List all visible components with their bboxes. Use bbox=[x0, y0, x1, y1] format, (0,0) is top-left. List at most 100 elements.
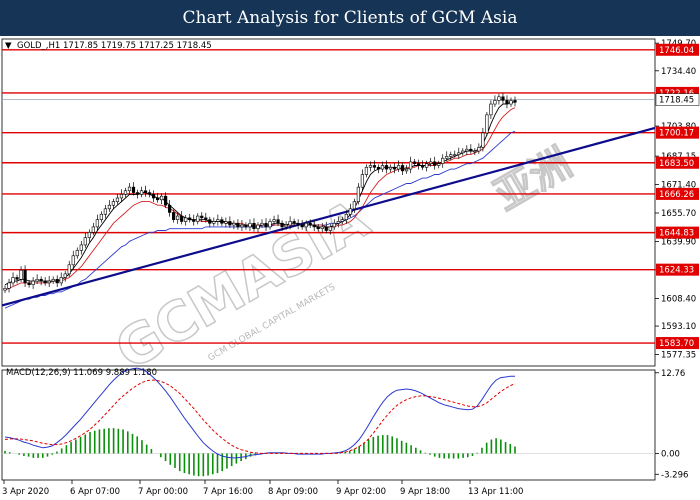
candle bbox=[164, 195, 168, 206]
candle bbox=[107, 204, 112, 210]
candle bbox=[3, 288, 7, 291]
candle bbox=[63, 273, 67, 278]
candle bbox=[51, 278, 55, 282]
symbol-info-icon: ▼ bbox=[5, 41, 12, 51]
candle bbox=[352, 201, 356, 210]
candle bbox=[461, 150, 465, 154]
candle bbox=[284, 224, 288, 228]
level-tag bbox=[656, 337, 699, 350]
candle bbox=[216, 219, 220, 222]
candle bbox=[485, 114, 489, 134]
candle bbox=[123, 190, 128, 195]
candle bbox=[509, 100, 513, 105]
candle bbox=[256, 224, 260, 229]
trendline bbox=[1, 126, 656, 307]
candle bbox=[396, 165, 401, 170]
x-tick-label: 9 Apr 02:00 bbox=[336, 487, 386, 497]
candle bbox=[7, 282, 11, 289]
candle bbox=[83, 237, 87, 246]
candle bbox=[168, 204, 172, 213]
candle bbox=[176, 215, 180, 220]
candle bbox=[304, 222, 308, 228]
candle bbox=[457, 152, 461, 155]
y-tick-label: 1734.40 bbox=[661, 67, 696, 77]
candle bbox=[272, 219, 276, 222]
candle bbox=[236, 222, 240, 228]
macd-pane bbox=[1, 369, 656, 481]
candle bbox=[437, 163, 441, 166]
candle bbox=[39, 278, 43, 282]
candle bbox=[103, 208, 107, 215]
candle bbox=[212, 221, 216, 224]
candle bbox=[469, 148, 473, 152]
candle bbox=[513, 100, 517, 103]
level-label: 1700.17 bbox=[659, 129, 694, 139]
current-price-label: 1718.45 bbox=[659, 96, 694, 106]
candle bbox=[143, 190, 148, 193]
candle bbox=[392, 166, 397, 170]
candle bbox=[316, 226, 320, 229]
candle bbox=[208, 219, 212, 224]
candle bbox=[477, 147, 481, 152]
candle bbox=[47, 280, 51, 284]
candle bbox=[481, 132, 485, 148]
candle bbox=[268, 221, 272, 228]
candle bbox=[95, 219, 99, 228]
candle bbox=[71, 255, 75, 266]
price-pane bbox=[1, 38, 656, 367]
candle bbox=[75, 250, 79, 257]
candle bbox=[505, 100, 509, 105]
candle bbox=[360, 174, 365, 188]
x-tick-label: 8 Apr 09:00 bbox=[268, 487, 318, 497]
candle bbox=[151, 194, 156, 199]
candle bbox=[320, 226, 324, 229]
x-tick-label: 9 Apr 18:00 bbox=[400, 487, 450, 497]
candle bbox=[404, 168, 409, 172]
candle bbox=[429, 161, 433, 164]
candle bbox=[280, 222, 284, 228]
level-label: 1666.26 bbox=[659, 190, 694, 200]
candle bbox=[449, 154, 453, 157]
candle bbox=[188, 217, 192, 220]
candle bbox=[59, 277, 63, 284]
candle bbox=[232, 222, 236, 226]
candle bbox=[441, 157, 445, 164]
candle bbox=[376, 166, 381, 170]
candle bbox=[131, 186, 136, 193]
y-tick-label: 1577.35 bbox=[661, 351, 696, 361]
candle bbox=[336, 221, 340, 224]
macd-tick-label: 12.76 bbox=[661, 369, 685, 379]
level-tag bbox=[656, 226, 699, 239]
candle bbox=[15, 277, 19, 280]
x-tick-label: 7 Apr 00:00 bbox=[138, 487, 188, 497]
y-tick-label: 1671.40 bbox=[661, 181, 696, 191]
candle bbox=[99, 213, 103, 220]
candle bbox=[408, 161, 413, 170]
candle bbox=[417, 163, 421, 166]
candle bbox=[252, 222, 256, 229]
candle bbox=[260, 222, 264, 226]
candle bbox=[31, 280, 35, 286]
candle bbox=[340, 219, 344, 222]
macd-tick-label: 0.00 bbox=[661, 449, 680, 459]
level-label: 1624.33 bbox=[659, 266, 694, 276]
level-tag bbox=[656, 43, 699, 56]
candle bbox=[244, 224, 248, 228]
candle bbox=[497, 96, 501, 101]
candle bbox=[400, 165, 405, 172]
candle bbox=[324, 226, 328, 231]
candle bbox=[240, 224, 244, 228]
x-tick-label: 7 Apr 16:00 bbox=[203, 487, 253, 497]
candle bbox=[192, 219, 196, 222]
y-tick-label: 1593.10 bbox=[661, 322, 696, 332]
candle bbox=[445, 156, 449, 159]
candle bbox=[27, 282, 31, 286]
candle bbox=[111, 201, 116, 206]
level-tag bbox=[656, 126, 699, 139]
candle bbox=[425, 163, 429, 168]
level-label: 1746.04 bbox=[659, 46, 694, 56]
candle bbox=[200, 215, 204, 219]
level-label: 1683.50 bbox=[659, 159, 694, 169]
candle bbox=[115, 197, 120, 202]
